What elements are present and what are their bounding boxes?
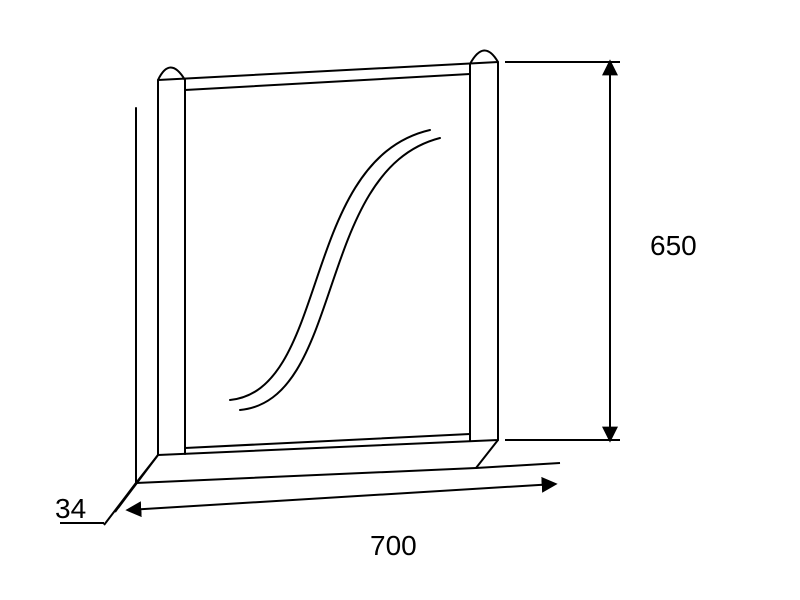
glass-s-curve-1 (230, 130, 430, 400)
dimension-height (505, 62, 620, 440)
dimension-depth-label: 34 (55, 493, 86, 524)
depth-edge-br (476, 440, 498, 468)
glass-bottom (185, 434, 470, 448)
dimension-height-label: 650 (650, 230, 697, 261)
panel-front-face (158, 62, 498, 455)
mirror-panel (136, 50, 498, 483)
glass-s-curve-2 (240, 138, 440, 410)
dimension-width-label: 700 (370, 530, 417, 561)
panel-back-face (136, 108, 476, 483)
technical-drawing: 650 700 34 (0, 0, 800, 600)
dimension-width (115, 463, 560, 512)
